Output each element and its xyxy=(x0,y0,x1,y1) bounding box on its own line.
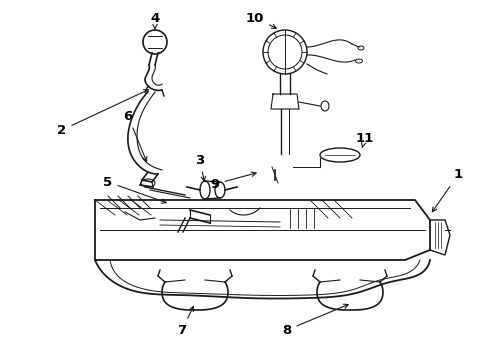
Text: 3: 3 xyxy=(196,153,205,181)
Text: 4: 4 xyxy=(150,12,160,29)
Text: 2: 2 xyxy=(57,90,148,136)
Text: 9: 9 xyxy=(210,172,256,190)
Text: 5: 5 xyxy=(103,175,166,203)
Text: 6: 6 xyxy=(123,109,147,161)
Text: 11: 11 xyxy=(356,131,374,147)
Text: 8: 8 xyxy=(282,304,348,337)
Text: 1: 1 xyxy=(432,168,463,212)
Text: 10: 10 xyxy=(246,12,276,28)
Text: 7: 7 xyxy=(177,307,194,337)
